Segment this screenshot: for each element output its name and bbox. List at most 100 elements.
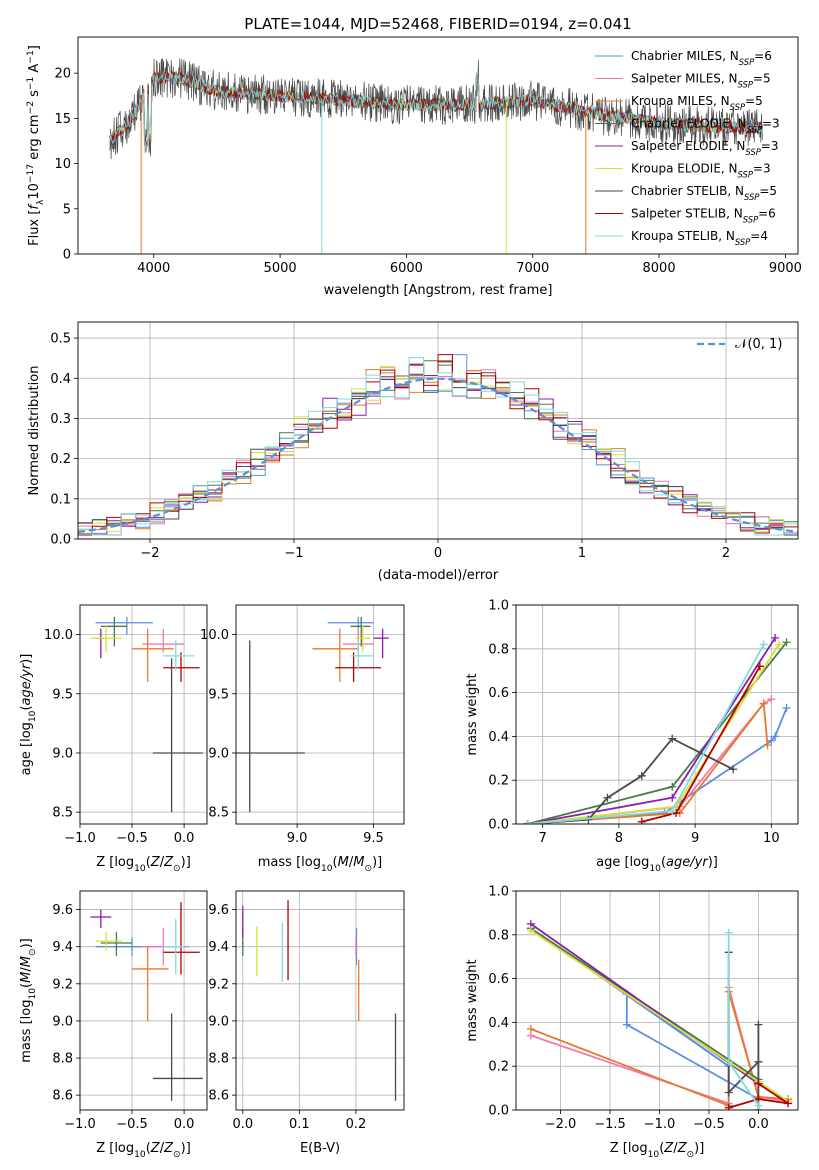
x-tick-label: 7 — [539, 831, 547, 846]
label-part: ( — [146, 855, 151, 870]
label-part: −17 — [26, 164, 36, 183]
x-tick-label: 8 — [615, 831, 623, 846]
plot-area — [242, 900, 397, 1101]
legend-entry: Kroupa ELODIE, NSSP=3 — [631, 162, 771, 180]
weight-line — [527, 637, 776, 824]
x-tick-label: −0.5 — [116, 831, 148, 846]
label-part: ( — [659, 1141, 664, 1156]
x-tick-label: 0.0 — [174, 831, 195, 846]
x-tick-label: 4000 — [137, 261, 170, 276]
y-axis-label: mass weight — [465, 959, 480, 1041]
label-part: Z [log — [96, 855, 134, 870]
y-tick-label: 9.5 — [52, 687, 73, 702]
mass-vs-metallicity-panel: −1.0 −0.5 0.08.68.89.09.29.49.6Z [log10(Z/… — [19, 890, 208, 1160]
weight-marker — [755, 662, 764, 671]
label-part: SSP — [743, 215, 759, 225]
x-tick-label: 0.1 — [289, 1117, 310, 1132]
y-tick-label: 9.0 — [208, 746, 229, 761]
label-part: Salpeter MILES, N — [631, 72, 738, 86]
y-tick-label: 9.0 — [208, 1014, 229, 1029]
label-part: )] — [372, 855, 382, 870]
y-axis-label: Normed distribution — [27, 366, 42, 496]
plot-area — [78, 354, 798, 536]
x-tick-label: 9 — [691, 831, 699, 846]
weight-marker — [763, 741, 772, 750]
y-axis-label: Flux [fλ10−17 erg cm−2 s−1 A−1] — [26, 45, 46, 246]
plot-area — [236, 616, 389, 813]
y-tick-label: 0.4 — [50, 372, 71, 387]
label-part: )] — [708, 855, 718, 870]
label-part: SSP — [745, 147, 761, 157]
label-part: M — [19, 972, 34, 983]
label-part: =3 — [761, 139, 779, 153]
label-part: =6 — [754, 49, 772, 63]
axes-frame — [235, 604, 405, 825]
x-axis-label: Z [log10(Z/Z⊙)] — [96, 855, 191, 874]
label-part: / — [673, 1141, 678, 1156]
weight-line — [527, 698, 772, 824]
label-part: age [log — [19, 722, 34, 775]
legend-entry: 𝒩(0, 1) — [735, 337, 782, 352]
x-tick-label: 1 — [578, 546, 586, 561]
label-part: M — [19, 956, 34, 967]
label-part: E(B-V) — [300, 1141, 340, 1156]
x-tick-label: −1.0 — [64, 1117, 96, 1132]
label-part: 10 — [134, 1150, 146, 1160]
y-tick-label: 0.4 — [488, 1016, 509, 1031]
y-tick-label: 0.3 — [50, 412, 71, 427]
label-part: −2 — [26, 101, 36, 114]
label-part: =4 — [750, 229, 768, 243]
x-tick-label: 5000 — [264, 261, 297, 276]
weight-marker — [767, 695, 776, 704]
weight-line — [527, 643, 765, 824]
y-tick-label: 0.2 — [50, 452, 71, 467]
x-tick-label: 8000 — [643, 261, 676, 276]
label-part: −1 — [26, 50, 36, 63]
axes-frame — [79, 890, 208, 1111]
y-tick-label: 0.8 — [488, 928, 509, 943]
y-tick-label: 9.0 — [52, 1014, 73, 1029]
figure-title: PLATE=1044, MJD=52468, FIBERID=0194, z=0… — [244, 15, 631, 33]
label-part: ( — [661, 855, 666, 870]
x-axis-label: E(B-V) — [300, 1141, 340, 1156]
weight-marker — [729, 765, 738, 774]
weight-marker — [724, 928, 733, 937]
y-tick-label: 8.5 — [208, 806, 229, 821]
weight-line — [527, 737, 734, 824]
label-part: ( — [19, 983, 34, 988]
label-part: Z — [163, 855, 174, 870]
axes-frame — [77, 36, 799, 255]
x-tick-label: 9.5 — [363, 831, 384, 846]
label-part: Chabrier STELIB, N — [631, 184, 744, 198]
x-tick-label: 0.0 — [232, 1117, 253, 1132]
label-part: Kroupa STELIB, N — [631, 229, 735, 243]
label-part: )] — [19, 938, 34, 948]
x-tick-label: −1.5 — [594, 1117, 626, 1132]
label-part: SSP — [738, 170, 754, 180]
weight-marker — [668, 734, 677, 743]
label-part: Z — [163, 1141, 174, 1156]
label-part: =5 — [753, 72, 771, 86]
weight-marker — [754, 1057, 763, 1066]
label-part: age/yr — [666, 855, 709, 870]
y-tick-label: 0.2 — [488, 774, 509, 789]
y-tick-label: 0.2 — [488, 1060, 509, 1075]
label-part: ( — [19, 705, 34, 710]
y-tick-label: 15 — [54, 112, 71, 127]
x-tick-label: 0.2 — [346, 1117, 367, 1132]
weight-marker — [754, 1020, 763, 1029]
label-part: Z — [150, 1141, 161, 1156]
label-part: SSP — [747, 125, 763, 135]
residual-histogram-panel: −2 −1 0 1 2 0.0 0.1 0.2 0.3 0.4 0.5 (data-model)/er… — [27, 321, 799, 583]
y-axis-label: mass weight — [465, 673, 480, 755]
weight-marker — [724, 1103, 733, 1110]
legend-entry: Salpeter STELIB, NSSP=6 — [631, 207, 776, 225]
label-part: ( — [146, 1141, 151, 1156]
label-part: age [log — [596, 855, 649, 870]
label-part: / — [160, 855, 165, 870]
label-part: Salpeter STELIB, N — [631, 207, 743, 221]
x-tick-label: −1.0 — [644, 1117, 676, 1132]
